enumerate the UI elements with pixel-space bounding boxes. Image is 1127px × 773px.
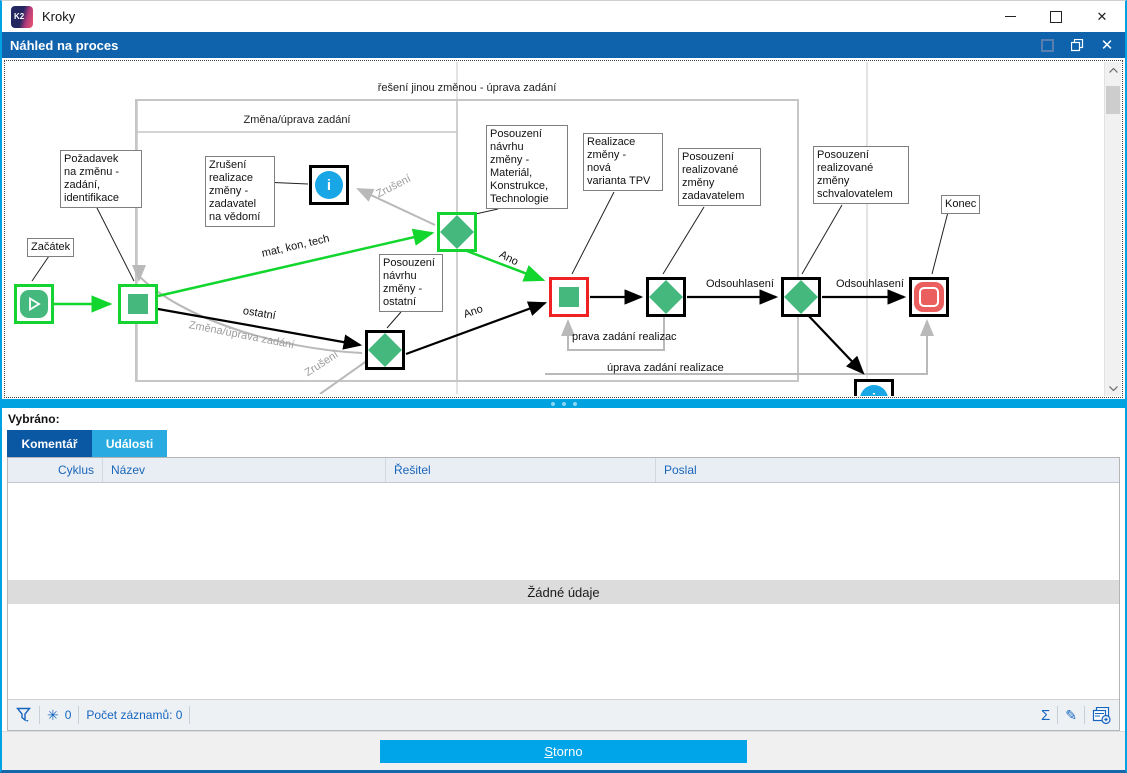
- chevron-down-icon: [1108, 385, 1118, 391]
- step-icon: [559, 287, 579, 307]
- diagram-vertical-scrollbar: [1104, 62, 1121, 396]
- dialog-title: Náhled na proces: [10, 37, 119, 53]
- pencil-icon: ✎: [1065, 706, 1077, 723]
- group-title-outer: řešení jinou změnou - úprava zadání: [377, 82, 557, 94]
- dialog-caption: Náhled na proces ✕: [2, 32, 1125, 58]
- scrollbar-thumb[interactable]: [1106, 86, 1120, 114]
- node-decision-mkt[interactable]: [437, 212, 477, 252]
- sum-button[interactable]: Σ: [1041, 707, 1050, 724]
- step-icon: [128, 294, 148, 314]
- k2-logo-icon: K2: [11, 5, 33, 28]
- frozen-filter-count: 0: [64, 708, 72, 722]
- diagram-label: Posouzení návrhu změny - Materiál, Konst…: [486, 125, 568, 209]
- separator: [189, 706, 191, 724]
- diagram-label: Začátek: [27, 238, 75, 257]
- scroll-up-button[interactable]: [1105, 62, 1121, 78]
- separator: [1084, 706, 1085, 724]
- tab-komentar[interactable]: Komentář: [7, 430, 92, 457]
- scrollbar-track[interactable]: [1105, 78, 1121, 380]
- cancel-button[interactable]: Storno: [380, 739, 747, 763]
- column-header-poslal[interactable]: Poslal: [664, 463, 697, 477]
- dialog-footer: Storno: [2, 731, 1125, 770]
- group-title-inner: Změna/úprava zadání: [243, 114, 351, 126]
- diagram-edges: [31, 62, 949, 394]
- tab-udalosti[interactable]: Události: [92, 430, 167, 457]
- splitter-handle[interactable]: [2, 399, 1125, 408]
- close-dialog-button[interactable]: ✕: [1099, 37, 1115, 53]
- minimize-button[interactable]: [987, 1, 1033, 32]
- node-end[interactable]: [909, 277, 949, 317]
- asterisk-icon: ✳: [47, 706, 59, 723]
- node-info-bottom[interactable]: [854, 379, 894, 396]
- minimize-icon: [1004, 16, 1016, 17]
- decision-icon: [440, 215, 474, 249]
- frozen-filter-button[interactable]: ✳: [47, 707, 59, 724]
- node-current-step[interactable]: [549, 277, 589, 317]
- diagram-label: Požadavek na změnu - zadání, identifikac…: [60, 150, 142, 208]
- diagram-label: Realizace změny - nová varianta TPV: [583, 133, 663, 191]
- sigma-icon: Σ: [1040, 706, 1051, 724]
- diagram-label: Posouzení realizované změny zadavatelem: [678, 148, 761, 206]
- diagram-label: Zrušení realizace změny - zadavatel na v…: [205, 156, 275, 227]
- decision-icon: [368, 333, 402, 367]
- events-table: Cyklus Název Řešitel Poslal Žádné údaje …: [7, 457, 1120, 731]
- restore-button[interactable]: [1069, 37, 1085, 53]
- maximize-icon: [1050, 10, 1062, 23]
- chevron-up-icon: [1108, 67, 1118, 73]
- close-icon: ✕: [1100, 36, 1114, 54]
- selected-label: Vybráno:: [8, 412, 60, 426]
- diagram-canvas[interactable]: řešení jinou změnou - úprava zadání Změn…: [6, 62, 1104, 396]
- table-body[interactable]: Žádné údaje: [8, 483, 1119, 699]
- float-window-icon: [1040, 38, 1054, 52]
- stop-icon: [914, 282, 944, 312]
- title-bar: K2 Kroky ✕: [2, 1, 1125, 32]
- window-title: Kroky: [42, 9, 76, 24]
- node-step-zadani[interactable]: [118, 284, 158, 324]
- restore-icon: [1070, 38, 1083, 51]
- edge-label: prava zadání realizac: [572, 331, 677, 343]
- decision-icon: [649, 280, 683, 314]
- diagram-label: Posouzení návrhu změny - ostatní: [379, 254, 443, 312]
- decision-icon: [784, 280, 818, 314]
- column-header-cyklus[interactable]: Cyklus: [8, 458, 103, 482]
- diagram-label: Posouzení realizované změny schvalovatel…: [813, 146, 909, 204]
- new-record-button[interactable]: [1092, 706, 1111, 724]
- separator: [78, 706, 80, 724]
- tab-label: Komentář: [21, 436, 78, 451]
- record-count-label: Počet záznamů: 0: [86, 708, 183, 722]
- empty-data-banner: Žádné údaje: [8, 580, 1119, 604]
- separator: [1057, 706, 1059, 724]
- maximize-button[interactable]: [1033, 1, 1079, 32]
- tab-label: Události: [105, 436, 154, 451]
- tab-bar: Komentář Události: [2, 430, 1125, 457]
- edge-label: Odsouhlasení: [836, 278, 904, 290]
- node-decision-schvalovatel[interactable]: [781, 277, 821, 317]
- float-window-button[interactable]: [1039, 37, 1055, 53]
- info-icon: [860, 385, 888, 396]
- start-play-icon: [20, 290, 48, 318]
- node-decision-zadavatel[interactable]: [646, 277, 686, 317]
- edge-label: úprava zadání realizace: [607, 362, 724, 374]
- close-icon: ✕: [1096, 9, 1108, 24]
- filter-icon: [16, 707, 31, 722]
- node-info-top[interactable]: [309, 165, 349, 205]
- separator: [39, 706, 40, 724]
- close-button[interactable]: ✕: [1079, 1, 1125, 32]
- node-start[interactable]: [14, 284, 54, 324]
- edge-label: Odsouhlasení: [706, 278, 774, 290]
- diagram-label: Konec: [941, 195, 981, 214]
- card-plus-icon: [1092, 706, 1111, 724]
- node-decision-ostatni[interactable]: [365, 330, 405, 370]
- process-diagram: řešení jinou změnou - úprava zadání Změn…: [4, 60, 1123, 398]
- filter-button[interactable]: [16, 707, 32, 723]
- table-header: Cyklus Název Řešitel Poslal: [8, 458, 1119, 483]
- scroll-down-button[interactable]: [1105, 380, 1121, 396]
- column-header-nazev[interactable]: Název: [103, 458, 386, 482]
- column-header-resitel[interactable]: Řešitel: [386, 458, 656, 482]
- edit-button[interactable]: ✎: [1065, 707, 1077, 724]
- info-icon: [315, 171, 343, 199]
- table-status-bar: ✳ 0 Počet záznamů: 0 Σ ✎: [8, 699, 1119, 730]
